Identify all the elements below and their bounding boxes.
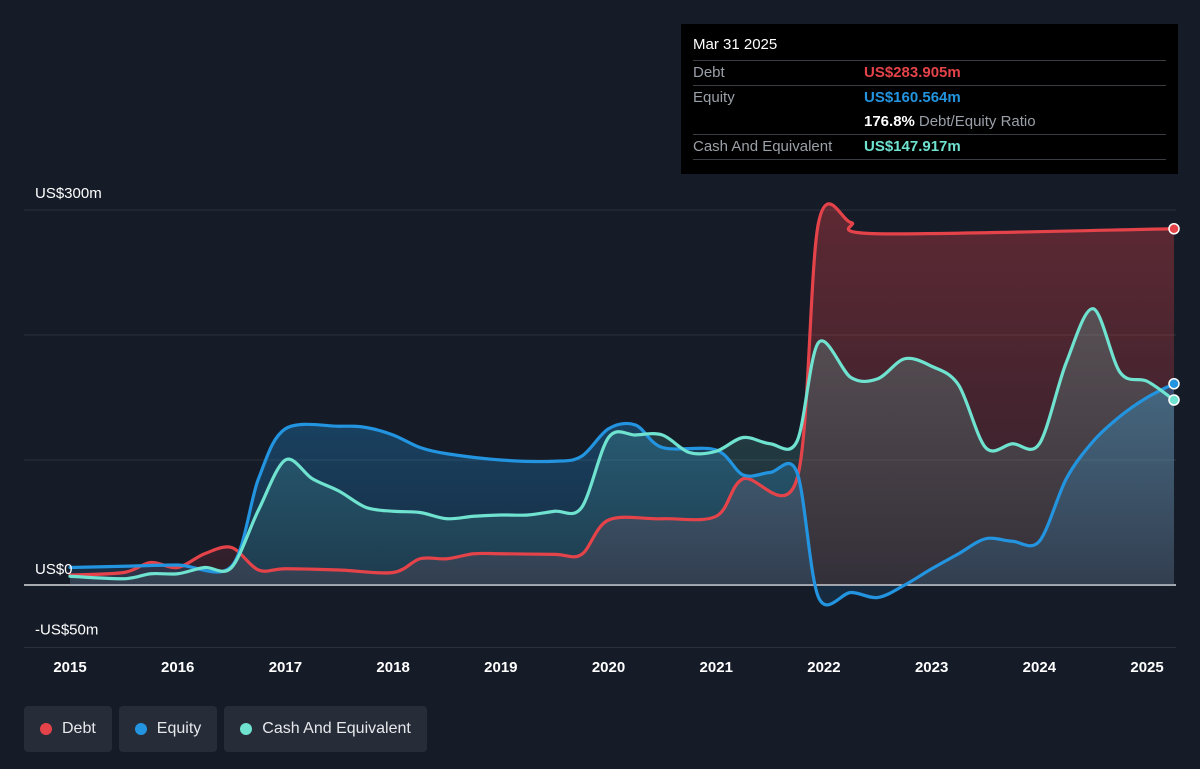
legend-item-equity[interactable]: Equity — [118, 706, 218, 752]
legend-label-equity: Equity — [156, 720, 202, 737]
x-tick-label: 2021 — [700, 659, 733, 676]
x-tick-label: 2025 — [1130, 659, 1163, 676]
tooltip-row-ratio: 176.8% Debt/Equity Ratio — [693, 110, 1166, 134]
tooltip-row-cash: Cash And Equivalent US$147.917m — [693, 134, 1166, 160]
legend-label-cash: Cash And Equivalent — [262, 720, 411, 737]
equity-dot-icon — [134, 723, 147, 735]
x-tick-label: 2018 — [376, 659, 409, 676]
cash-dot-icon — [240, 723, 253, 735]
tooltip-row-equity: Equity US$160.564m — [693, 85, 1166, 110]
y-tick-label: US$0 — [35, 561, 73, 578]
tooltip-row-debt: Debt US$283.905m — [693, 60, 1166, 85]
chart-legend: Debt Equity Cash And Equivalent — [24, 706, 427, 752]
x-tick-label: 2017 — [269, 659, 302, 676]
x-tick-label: 2019 — [484, 659, 517, 676]
legend-item-debt[interactable]: Debt — [24, 706, 112, 752]
cash-and-equivalent-end-marker[interactable] — [1168, 394, 1180, 406]
legend-label-debt: Debt — [62, 720, 96, 737]
y-tick-label: US$300m — [35, 185, 102, 202]
tooltip-ratio-label: Debt/Equity Ratio — [918, 113, 1036, 130]
equity-end-marker[interactable] — [1168, 378, 1180, 390]
x-tick-label: 2024 — [1023, 659, 1057, 676]
tooltip-debt-value: US$283.905m — [864, 64, 961, 81]
x-tick-label: 2015 — [53, 659, 86, 676]
cash-and-equivalent-area — [70, 308, 1174, 585]
tooltip-equity-label: Equity — [693, 89, 735, 106]
x-tick-label: 2023 — [915, 659, 948, 676]
chart-tooltip: Mar 31 2025 Debt US$283.905m Equity US$1… — [681, 24, 1178, 174]
tooltip-cash-value: US$147.917m — [864, 138, 961, 155]
debt-equity-chart: US$300m US$0 -US$50m 2015 2016 2017 2018 2019 2… — [24, 185, 1180, 676]
legend-item-cash[interactable]: Cash And Equivalent — [224, 706, 427, 752]
debt-dot-icon — [40, 723, 52, 735]
cash-and-equivalent-line — [68, 307, 1176, 581]
tooltip-date: Mar 31 2025 — [693, 36, 778, 53]
tooltip-equity-value: US$160.564m — [864, 89, 961, 106]
x-tick-label: 2020 — [592, 659, 625, 676]
x-tick-label: 2016 — [161, 659, 194, 676]
x-tick-label: 2022 — [807, 659, 840, 676]
debt-end-marker[interactable] — [1168, 223, 1180, 235]
tooltip-debt-label: Debt — [693, 64, 725, 81]
tooltip-cash-label: Cash And Equivalent — [693, 138, 833, 155]
debt-line — [68, 202, 1176, 577]
tooltip-ratio-value: 176.8% — [864, 113, 915, 130]
y-tick-label: -US$50m — [35, 622, 98, 639]
